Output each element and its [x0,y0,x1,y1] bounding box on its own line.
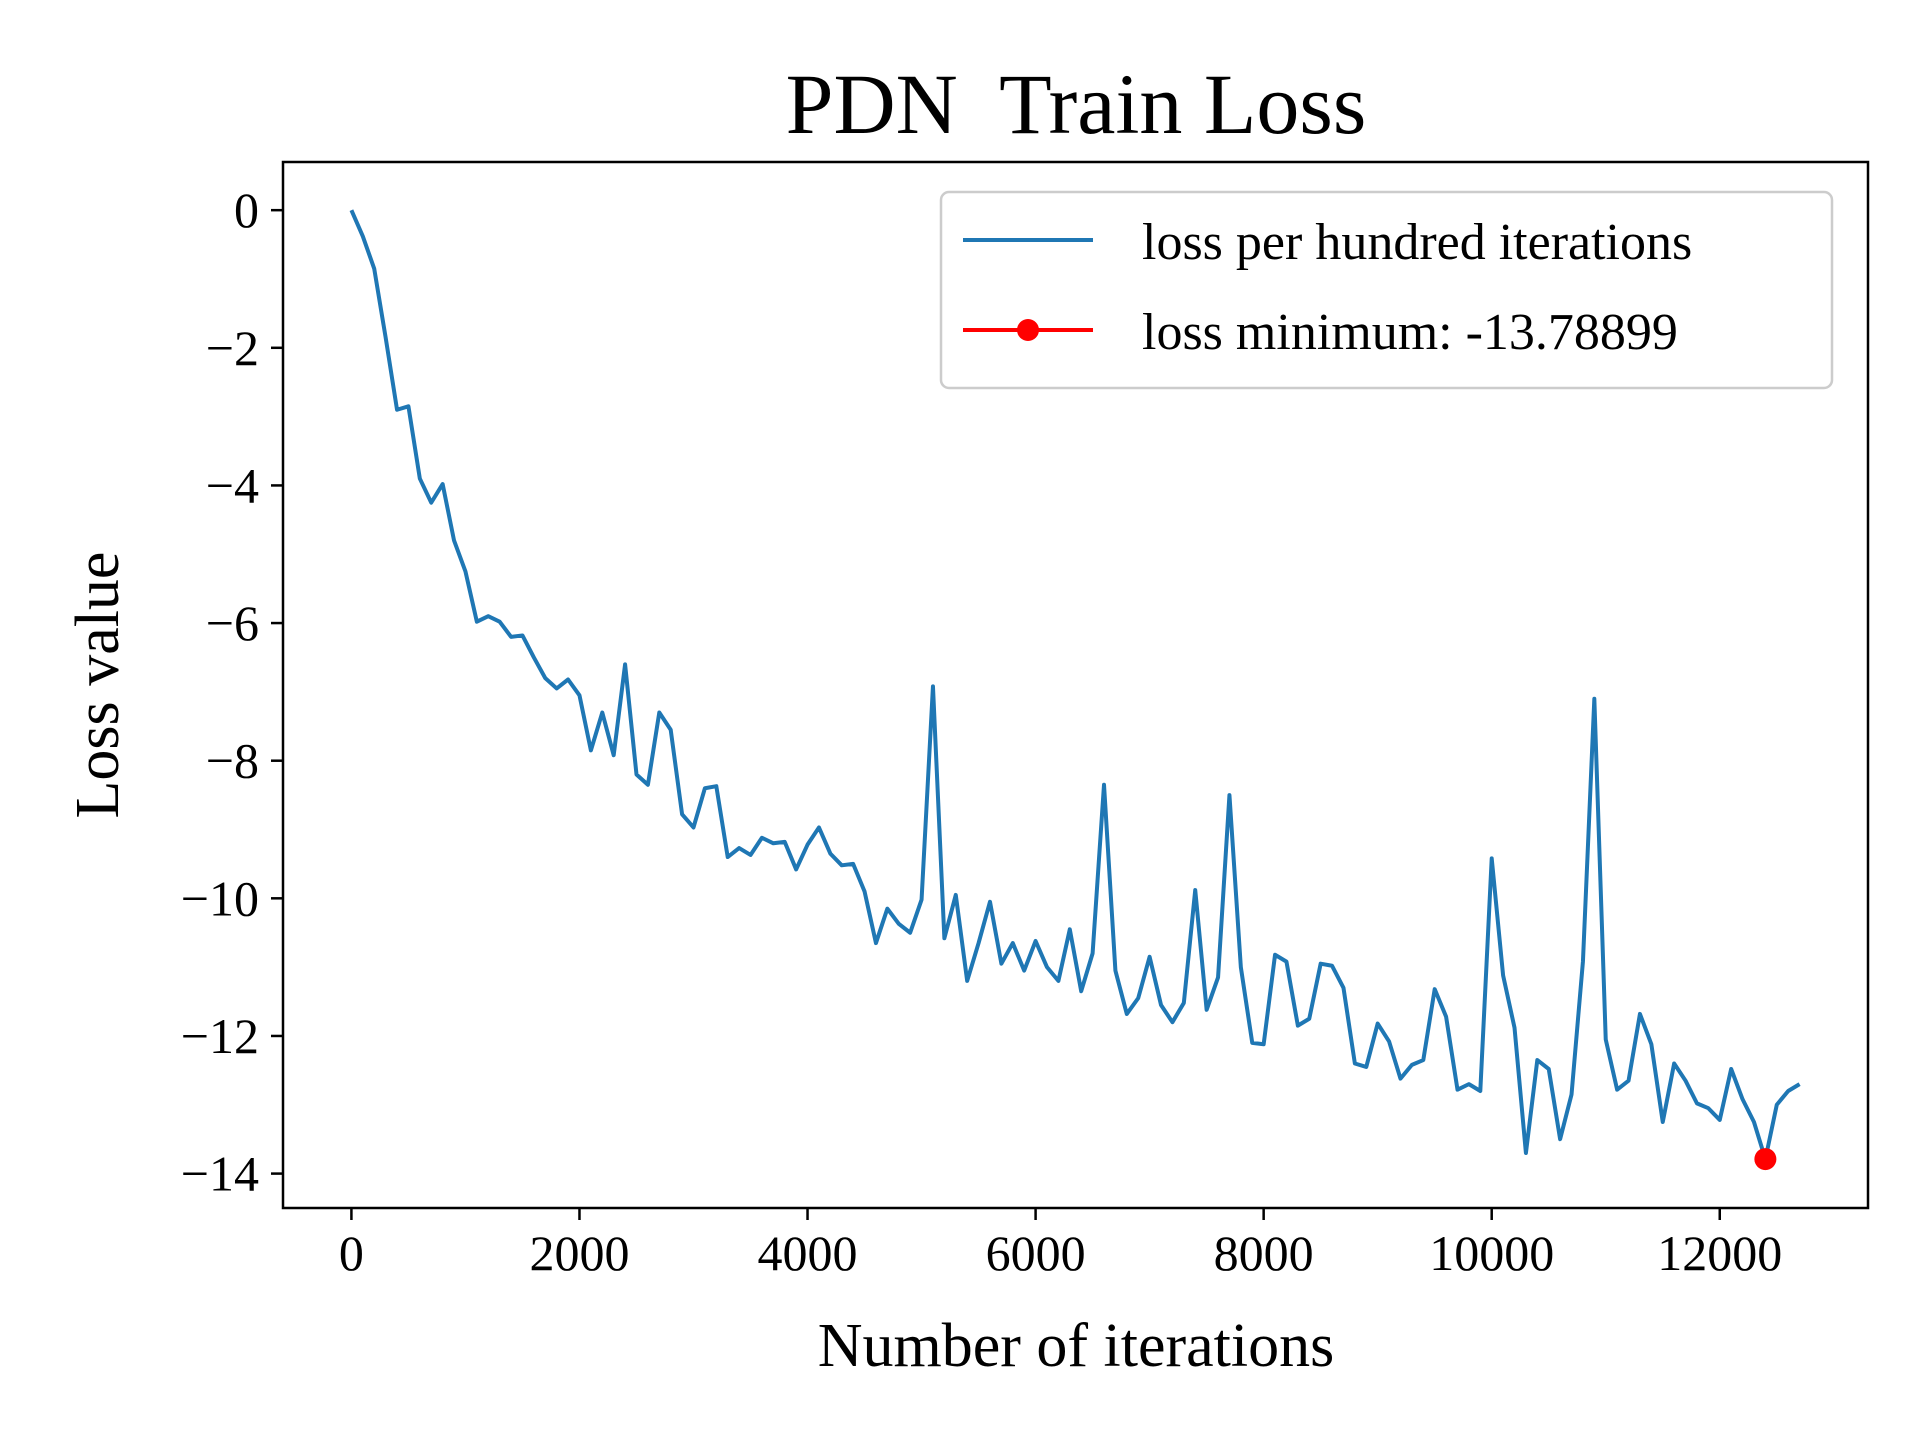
y-tick-label: −4 [206,457,259,513]
minimum-point [1754,1148,1777,1171]
legend-marker-minimum [1017,319,1039,341]
y-tick-label: −6 [206,595,259,651]
y-axis-label: Loss value [64,552,132,819]
series-line-loss [349,209,1801,1162]
x-tick-label: 6000 [986,1225,1086,1281]
x-tick-label: 2000 [529,1225,629,1281]
plot-frame [281,160,1870,1210]
x-tick-label: 10000 [1429,1225,1554,1281]
y-tick-label: −8 [206,733,259,789]
y-tick-label: 0 [234,182,259,238]
y-tick-label: −14 [181,1146,259,1202]
chart-title: PDN Train Loss [786,56,1367,152]
x-tick-label: 4000 [758,1225,858,1281]
x-axis-label: Number of iterations [818,1312,1335,1380]
y-tick-label: −12 [181,1008,259,1064]
y-tick-label: −10 [181,870,259,926]
x-tick-label: 0 [339,1225,364,1281]
y-tick-label: −2 [206,320,259,376]
legend-label-minimum: loss minimum: -13.78899 [1142,304,1678,361]
x-tick-label: 12000 [1657,1225,1782,1281]
x-tick-label: 8000 [1214,1225,1314,1281]
legend-label-loss: loss per hundred iterations [1142,214,1692,271]
x-axis-ticks: 0 2000 4000 6000 8000 10000 12000 [339,1208,1782,1281]
legend-box [939,190,1834,390]
series-layer [349,209,1801,1171]
y-axis-ticks: 0 −2 −4 −6 −8 −10 −12 −14 [181,182,283,1202]
legend: loss per hundred iterations loss minimum… [939,190,1834,390]
